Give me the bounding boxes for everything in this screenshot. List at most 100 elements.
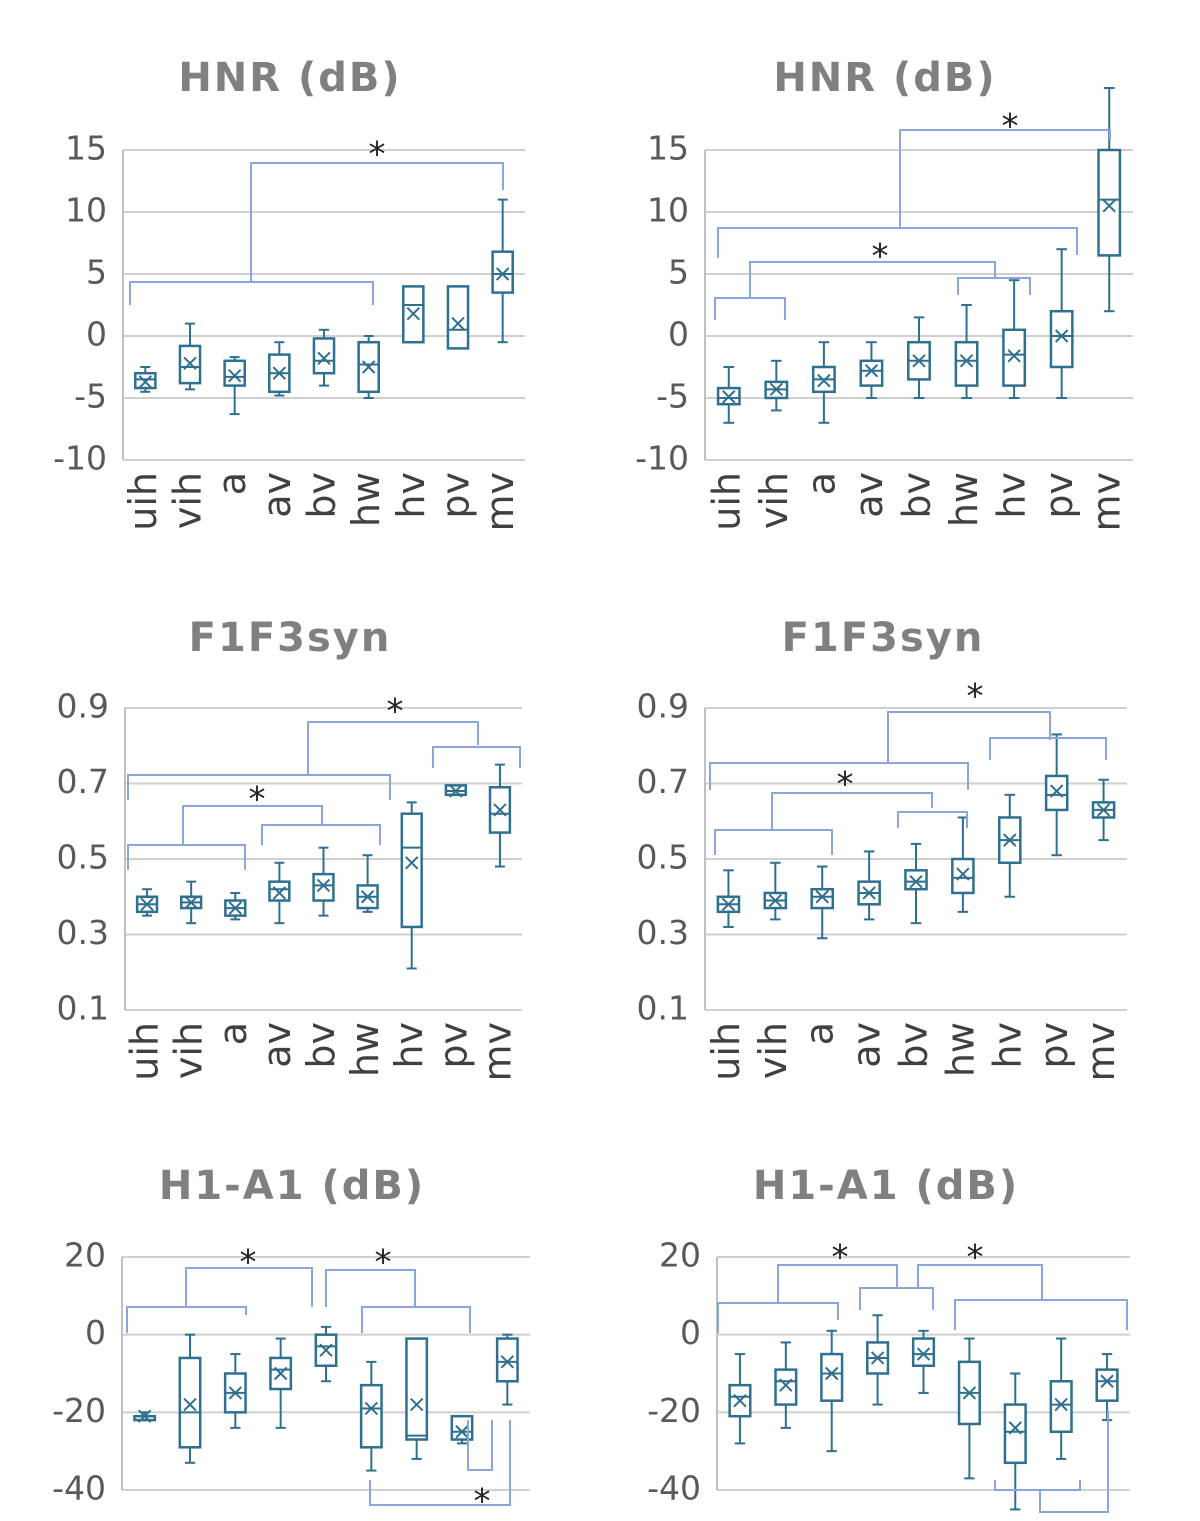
- mean-marker: [870, 1351, 885, 1365]
- box: [859, 359, 884, 387]
- significance-star: *: [375, 1243, 392, 1283]
- mean-marker: [769, 382, 784, 397]
- x-tick-label: bv: [895, 472, 939, 519]
- significance-bracket: [714, 829, 833, 855]
- mean-marker: [909, 874, 923, 889]
- y-tick-label: 0: [86, 315, 107, 354]
- significance-bracket: [250, 162, 504, 282]
- x-tick-label: av: [255, 472, 299, 518]
- mean-marker: [227, 368, 242, 383]
- mean-marker: [1054, 329, 1069, 343]
- mean-marker: [817, 373, 831, 388]
- x-tick-label: bv: [300, 472, 344, 519]
- significance-star: *: [369, 135, 386, 175]
- significance-bracket: [1039, 1410, 1109, 1513]
- box: [400, 812, 423, 929]
- significance-star: *: [1002, 107, 1019, 147]
- x-tick-label: uih: [704, 1022, 748, 1081]
- box: [359, 1383, 383, 1449]
- mean-marker: [449, 784, 463, 798]
- significance-bracket: [127, 844, 246, 870]
- significance-bracket: [307, 721, 479, 775]
- significance-bracket: [749, 261, 996, 298]
- mean-marker: [1003, 833, 1017, 847]
- significance-bracket: [432, 746, 521, 768]
- y-tick-label: 0.9: [57, 687, 109, 726]
- y-tick-label: 0.3: [637, 913, 689, 952]
- box: [491, 250, 514, 294]
- x-tick-label: vih: [752, 472, 796, 529]
- significance-star: *: [967, 1238, 984, 1278]
- box: [954, 340, 979, 387]
- x-tick-label: av: [845, 1022, 889, 1068]
- mean-marker: [140, 897, 154, 912]
- mean-marker: [779, 1378, 793, 1392]
- significance-star: *: [249, 780, 266, 820]
- significance-bracket: [994, 1480, 1081, 1491]
- x-tick-label: av: [255, 1022, 299, 1068]
- chart-title: F1F3syn: [189, 615, 392, 661]
- significance-star: *: [967, 677, 984, 717]
- x-tick-label: bv: [892, 1022, 936, 1069]
- chart-title: F1F3syn: [782, 615, 985, 661]
- significance-bracket: [361, 1306, 471, 1333]
- mean-marker: [1054, 1397, 1068, 1412]
- x-tick-label: a: [799, 472, 843, 495]
- y-tick-label: -40: [647, 1469, 701, 1508]
- y-tick-label: 15: [647, 129, 689, 168]
- significance-bracket: [859, 1287, 934, 1310]
- x-tick-label: pv: [1032, 1022, 1076, 1069]
- y-tick-label: 0.5: [57, 838, 109, 877]
- x-tick-label: uih: [121, 472, 165, 531]
- y-tick-label: -5: [656, 377, 689, 416]
- x-tick-label: mv: [1085, 472, 1129, 532]
- x-tick-label: vih: [751, 1022, 795, 1079]
- mean-marker: [495, 267, 510, 281]
- x-tick-label: vih: [166, 472, 210, 529]
- significance-bracket: [467, 1420, 493, 1471]
- significance-bracket: [989, 737, 1107, 760]
- x-tick-label: bv: [299, 1022, 343, 1069]
- significance-bracket: [369, 1420, 511, 1506]
- x-tick-label: mv: [475, 1022, 519, 1082]
- y-tick-label: 5: [668, 253, 689, 292]
- box: [810, 887, 835, 910]
- chart-title: H1-A1 (dB): [159, 1163, 425, 1209]
- x-tick-label: pv: [431, 1022, 475, 1069]
- significance-bracket: [897, 811, 968, 828]
- mean-marker: [138, 375, 153, 389]
- box: [774, 1368, 798, 1406]
- box: [446, 285, 470, 350]
- mean-marker: [733, 1393, 747, 1408]
- y-tick-label: 10: [647, 191, 689, 230]
- significance-bracket: [899, 129, 1111, 228]
- x-tick-label: hv: [985, 1022, 1029, 1069]
- y-tick-label: -10: [635, 439, 689, 478]
- mean-marker: [815, 890, 829, 904]
- y-tick-label: 0: [680, 1313, 701, 1352]
- mean-marker: [1007, 349, 1021, 363]
- y-tick-label: -20: [647, 1391, 701, 1430]
- mean-marker: [184, 895, 198, 910]
- y-tick-label: -40: [52, 1469, 106, 1508]
- x-tick-label: pv: [1037, 472, 1081, 519]
- mean-marker: [316, 878, 331, 893]
- y-tick-label: -20: [52, 1391, 106, 1430]
- chart-title: H1-A1 (dB): [753, 1163, 1019, 1209]
- mean-marker: [272, 366, 287, 380]
- significance-bracket: [777, 1264, 898, 1303]
- significance-bracket: [717, 227, 1078, 258]
- x-tick-label: uih: [704, 472, 748, 531]
- significance-bracket: [714, 297, 786, 320]
- mean-marker: [360, 890, 375, 904]
- mean-marker: [137, 1409, 152, 1423]
- mean-marker: [272, 886, 287, 900]
- y-tick-label: 20: [659, 1236, 701, 1275]
- box: [1097, 148, 1122, 257]
- y-tick-label: 0.7: [57, 762, 109, 801]
- mean-marker: [405, 856, 419, 870]
- mean-marker: [409, 1397, 424, 1412]
- box: [178, 1356, 202, 1449]
- mean-marker: [768, 893, 783, 908]
- significance-bracket: [917, 1264, 1043, 1300]
